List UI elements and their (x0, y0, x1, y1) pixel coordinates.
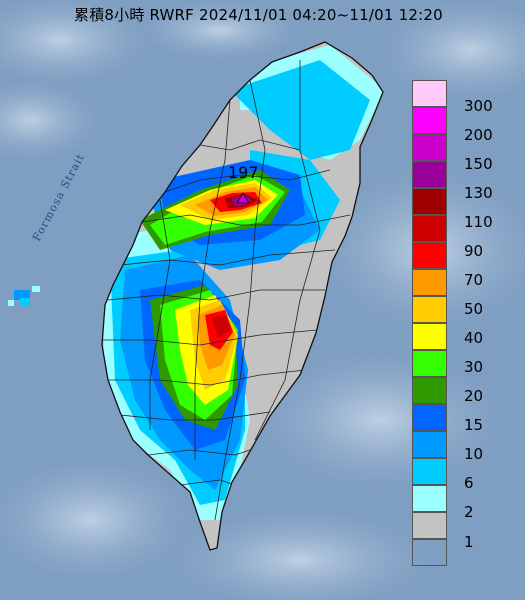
legend-label: 20 (464, 387, 484, 405)
legend-swatch (412, 161, 447, 188)
legend-label: 10 (464, 445, 484, 463)
legend-swatch (412, 296, 447, 323)
legend-swatch (412, 134, 447, 161)
legend-swatch (412, 323, 447, 350)
legend-swatch (412, 512, 447, 539)
legend: 300 200 150 130 110 90 70 50 40 30 20 15… (412, 80, 521, 570)
legend-swatch (412, 215, 447, 242)
island-outline (101, 41, 384, 551)
legend-swatch (412, 377, 447, 404)
legend-label: 300 (464, 97, 493, 115)
legend-label: 110 (464, 213, 493, 231)
legend-label: 6 (464, 474, 474, 492)
legend-label: 1 (464, 533, 474, 551)
legend-swatch (412, 431, 447, 458)
legend-swatch (412, 404, 447, 431)
legend-label: 50 (464, 300, 484, 318)
legend-label: 70 (464, 271, 484, 289)
legend-label: 40 (464, 329, 484, 347)
legend-label (464, 561, 514, 579)
legend-swatch (412, 107, 447, 134)
legend-label: 130 (464, 184, 493, 202)
legend-swatch (412, 350, 447, 377)
legend-label: 2 (464, 503, 474, 521)
legend-label: 200 (464, 126, 493, 144)
legend-swatch (412, 242, 447, 269)
legend-label: 30 (464, 358, 484, 376)
legend-swatch (412, 485, 447, 512)
legend-swatch (412, 458, 447, 485)
max-value-label: 197 (228, 163, 259, 182)
legend-swatch (412, 80, 447, 107)
legend-swatch (412, 539, 447, 566)
sea-echoes (8, 286, 40, 306)
legend-swatch (412, 188, 447, 215)
legend-label: 90 (464, 242, 484, 260)
legend-label: 15 (464, 416, 484, 434)
legend-label: 150 (464, 155, 493, 173)
map-title: 累積8小時 RWRF 2024/11/01 04:20~11/01 12:20 (74, 6, 443, 24)
max-marker-icon (236, 192, 250, 204)
legend-swatch (412, 269, 447, 296)
county-borders (103, 60, 351, 521)
